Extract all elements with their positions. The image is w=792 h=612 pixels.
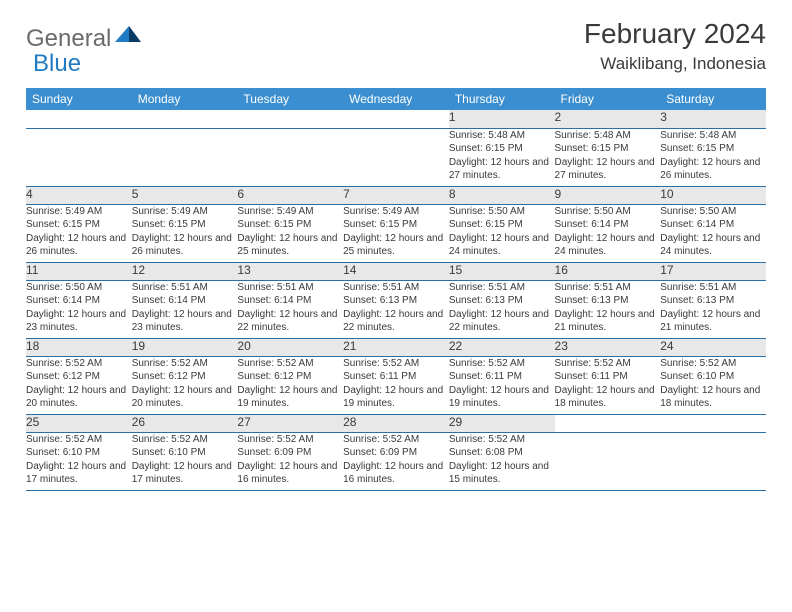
day-detail-cell: Sunrise: 5:52 AMSunset: 6:11 PMDaylight:… xyxy=(555,356,661,414)
daynum-row: 123 xyxy=(26,110,766,128)
day-detail-cell: Sunrise: 5:52 AMSunset: 6:12 PMDaylight:… xyxy=(237,356,343,414)
daynum-row: 18192021222324 xyxy=(26,338,766,356)
day-number-cell: 29 xyxy=(449,414,555,432)
day-number-cell: 3 xyxy=(660,110,766,128)
day-detail-cell: Sunrise: 5:52 AMSunset: 6:10 PMDaylight:… xyxy=(26,432,132,490)
day-detail-cell xyxy=(237,128,343,186)
day-detail-cell: Sunrise: 5:52 AMSunset: 6:10 PMDaylight:… xyxy=(132,432,238,490)
day-number-cell: 26 xyxy=(132,414,238,432)
detail-row: Sunrise: 5:49 AMSunset: 6:15 PMDaylight:… xyxy=(26,204,766,262)
detail-row: Sunrise: 5:50 AMSunset: 6:14 PMDaylight:… xyxy=(26,280,766,338)
day-number-cell: 12 xyxy=(132,262,238,280)
logo: General xyxy=(26,18,143,53)
day-number-cell: 28 xyxy=(343,414,449,432)
day-detail-cell: Sunrise: 5:48 AMSunset: 6:15 PMDaylight:… xyxy=(449,128,555,186)
day-number-cell: 9 xyxy=(555,186,661,204)
day-detail-cell xyxy=(555,432,661,490)
day-detail-cell: Sunrise: 5:52 AMSunset: 6:09 PMDaylight:… xyxy=(237,432,343,490)
day-number-cell: 16 xyxy=(555,262,661,280)
title-block: February 2024 Waiklibang, Indonesia xyxy=(584,18,766,74)
weekday-header: Sunday xyxy=(26,88,132,110)
day-number-cell: 6 xyxy=(237,186,343,204)
day-number-cell xyxy=(132,110,238,128)
day-number-cell: 18 xyxy=(26,338,132,356)
weekday-header: Monday xyxy=(132,88,238,110)
logo-text-blue: Blue xyxy=(33,50,81,77)
header: General February 2024 Waiklibang, Indone… xyxy=(26,18,766,74)
day-number-cell: 14 xyxy=(343,262,449,280)
day-detail-cell: Sunrise: 5:52 AMSunset: 6:11 PMDaylight:… xyxy=(343,356,449,414)
day-detail-cell xyxy=(26,128,132,186)
detail-row: Sunrise: 5:48 AMSunset: 6:15 PMDaylight:… xyxy=(26,128,766,186)
day-number-cell: 11 xyxy=(26,262,132,280)
weekday-header-row: Sunday Monday Tuesday Wednesday Thursday… xyxy=(26,88,766,110)
day-number-cell: 20 xyxy=(237,338,343,356)
day-number-cell: 5 xyxy=(132,186,238,204)
day-number-cell: 21 xyxy=(343,338,449,356)
day-detail-cell xyxy=(132,128,238,186)
day-detail-cell: Sunrise: 5:51 AMSunset: 6:14 PMDaylight:… xyxy=(237,280,343,338)
detail-row: Sunrise: 5:52 AMSunset: 6:10 PMDaylight:… xyxy=(26,432,766,490)
day-detail-cell: Sunrise: 5:51 AMSunset: 6:13 PMDaylight:… xyxy=(343,280,449,338)
day-number-cell xyxy=(555,414,661,432)
day-number-cell xyxy=(343,110,449,128)
day-number-cell: 23 xyxy=(555,338,661,356)
location: Waiklibang, Indonesia xyxy=(584,54,766,74)
day-number-cell: 24 xyxy=(660,338,766,356)
day-number-cell: 1 xyxy=(449,110,555,128)
day-detail-cell: Sunrise: 5:50 AMSunset: 6:14 PMDaylight:… xyxy=(26,280,132,338)
day-detail-cell xyxy=(343,128,449,186)
day-number-cell: 22 xyxy=(449,338,555,356)
daynum-row: 11121314151617 xyxy=(26,262,766,280)
day-number-cell: 15 xyxy=(449,262,555,280)
day-number-cell xyxy=(26,110,132,128)
day-detail-cell: Sunrise: 5:49 AMSunset: 6:15 PMDaylight:… xyxy=(237,204,343,262)
day-detail-cell: Sunrise: 5:52 AMSunset: 6:10 PMDaylight:… xyxy=(660,356,766,414)
day-number-cell: 7 xyxy=(343,186,449,204)
day-number-cell: 8 xyxy=(449,186,555,204)
calendar-page: General February 2024 Waiklibang, Indone… xyxy=(0,0,792,509)
day-number-cell: 27 xyxy=(237,414,343,432)
day-number-cell: 25 xyxy=(26,414,132,432)
day-detail-cell: Sunrise: 5:51 AMSunset: 6:13 PMDaylight:… xyxy=(449,280,555,338)
day-number-cell: 4 xyxy=(26,186,132,204)
day-number-cell: 2 xyxy=(555,110,661,128)
daynum-row: 45678910 xyxy=(26,186,766,204)
day-detail-cell: Sunrise: 5:51 AMSunset: 6:14 PMDaylight:… xyxy=(132,280,238,338)
day-detail-cell: Sunrise: 5:52 AMSunset: 6:12 PMDaylight:… xyxy=(26,356,132,414)
weekday-header: Friday xyxy=(555,88,661,110)
day-detail-cell xyxy=(660,432,766,490)
day-detail-cell: Sunrise: 5:51 AMSunset: 6:13 PMDaylight:… xyxy=(555,280,661,338)
day-detail-cell: Sunrise: 5:52 AMSunset: 6:12 PMDaylight:… xyxy=(132,356,238,414)
detail-row: Sunrise: 5:52 AMSunset: 6:12 PMDaylight:… xyxy=(26,356,766,414)
calendar-table: Sunday Monday Tuesday Wednesday Thursday… xyxy=(26,88,766,491)
day-detail-cell: Sunrise: 5:52 AMSunset: 6:09 PMDaylight:… xyxy=(343,432,449,490)
day-number-cell: 19 xyxy=(132,338,238,356)
logo-text-general: General xyxy=(26,25,111,53)
logo-triangle-icon xyxy=(115,24,141,47)
day-detail-cell: Sunrise: 5:50 AMSunset: 6:14 PMDaylight:… xyxy=(555,204,661,262)
month-title: February 2024 xyxy=(584,18,766,50)
day-detail-cell: Sunrise: 5:49 AMSunset: 6:15 PMDaylight:… xyxy=(132,204,238,262)
weekday-header: Saturday xyxy=(660,88,766,110)
day-detail-cell: Sunrise: 5:52 AMSunset: 6:11 PMDaylight:… xyxy=(449,356,555,414)
day-number-cell: 17 xyxy=(660,262,766,280)
day-detail-cell: Sunrise: 5:50 AMSunset: 6:15 PMDaylight:… xyxy=(449,204,555,262)
daynum-row: 2526272829 xyxy=(26,414,766,432)
day-number-cell: 13 xyxy=(237,262,343,280)
day-detail-cell: Sunrise: 5:48 AMSunset: 6:15 PMDaylight:… xyxy=(660,128,766,186)
day-detail-cell: Sunrise: 5:52 AMSunset: 6:08 PMDaylight:… xyxy=(449,432,555,490)
day-number-cell: 10 xyxy=(660,186,766,204)
day-detail-cell: Sunrise: 5:49 AMSunset: 6:15 PMDaylight:… xyxy=(26,204,132,262)
weekday-header: Thursday xyxy=(449,88,555,110)
day-detail-cell: Sunrise: 5:51 AMSunset: 6:13 PMDaylight:… xyxy=(660,280,766,338)
day-number-cell xyxy=(237,110,343,128)
day-detail-cell: Sunrise: 5:50 AMSunset: 6:14 PMDaylight:… xyxy=(660,204,766,262)
weekday-header: Wednesday xyxy=(343,88,449,110)
weekday-header: Tuesday xyxy=(237,88,343,110)
day-detail-cell: Sunrise: 5:48 AMSunset: 6:15 PMDaylight:… xyxy=(555,128,661,186)
day-detail-cell: Sunrise: 5:49 AMSunset: 6:15 PMDaylight:… xyxy=(343,204,449,262)
day-number-cell xyxy=(660,414,766,432)
